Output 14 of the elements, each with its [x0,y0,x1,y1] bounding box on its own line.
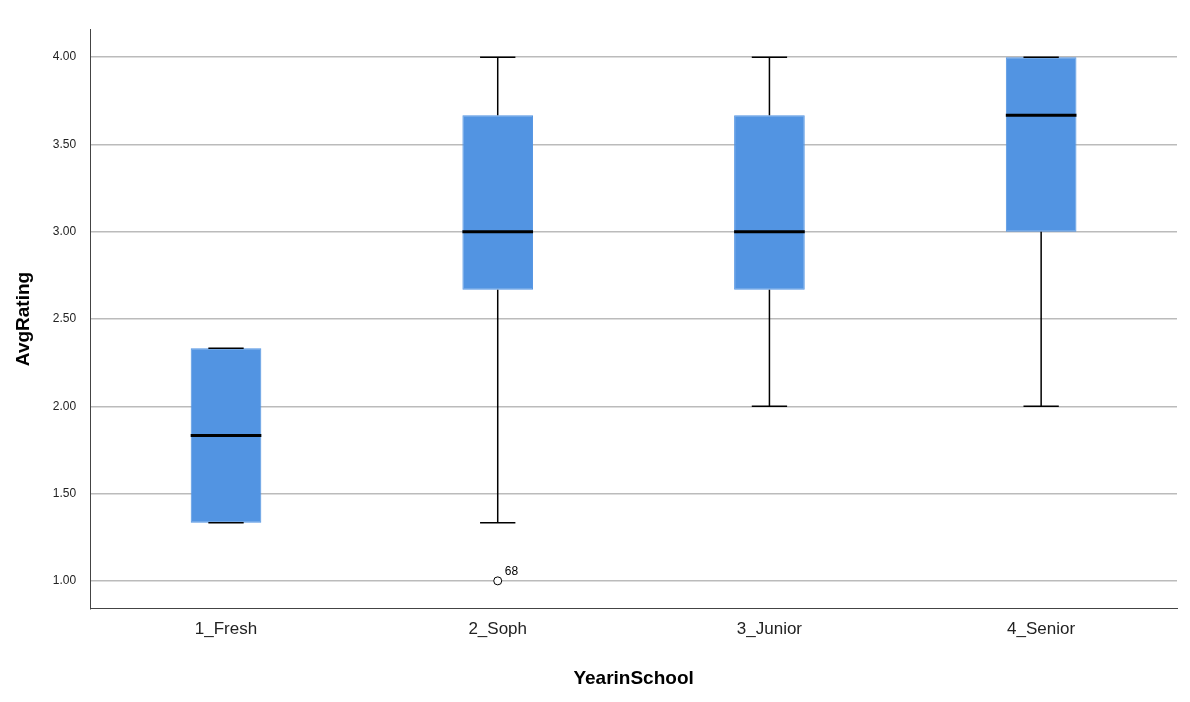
x-axis-title: YearinSchool [573,666,694,688]
annotation: 68 [504,564,519,579]
y-tick-label: 1.00 [52,573,77,588]
x-tick-label: 2_Soph [468,618,528,638]
x-tick-label: 3_Junior [736,618,803,638]
y-tick-label: 3.50 [52,136,77,151]
y-tick-label: 1.50 [52,485,77,500]
y-tick-label: 2.00 [52,398,77,413]
y-tick-label: 2.50 [52,311,77,326]
y-tick-label: 4.00 [52,49,77,64]
x-tick-label: 4_Senior [1007,618,1076,638]
x-tick-label: 1_Fresh [194,618,258,638]
y-tick-label: 3.00 [52,224,77,239]
y-axis-title: AvgRating [11,271,33,367]
